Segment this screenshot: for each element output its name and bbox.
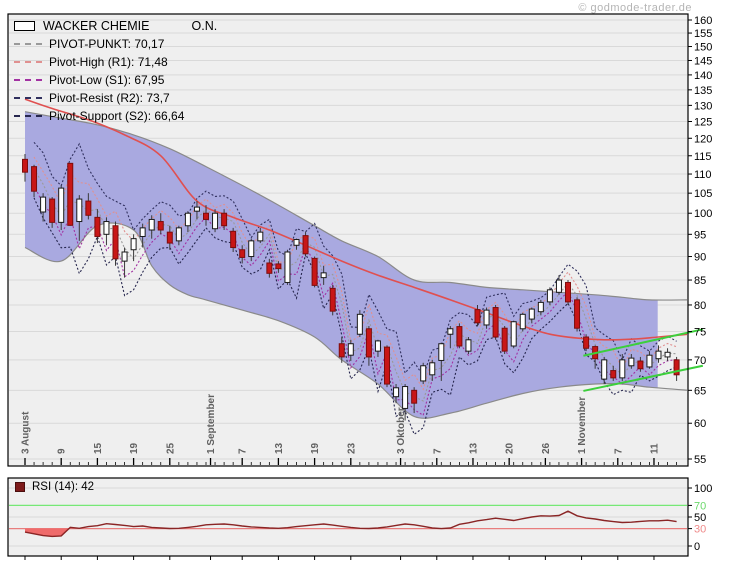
pivot-punkt-line [33, 168, 677, 402]
svg-text:9: 9 [57, 448, 68, 454]
svg-text:65: 65 [694, 385, 706, 397]
svg-text:100: 100 [694, 483, 712, 495]
svg-text:155: 155 [694, 28, 712, 40]
legend-item-pivot-low: Pivot-Low (S1): 67,95 [14, 71, 217, 89]
svg-text:80: 80 [694, 300, 706, 312]
candlestick-icon [14, 21, 35, 31]
svg-text:90: 90 [694, 252, 706, 264]
svg-text:110: 110 [694, 169, 712, 181]
svg-text:120: 120 [694, 133, 712, 145]
svg-text:1 September: 1 September [206, 394, 217, 454]
main-legend: WACKER CHEMIE O.N. PIVOT-PUNKT: 70,17 Pi… [14, 17, 217, 125]
svg-text:50: 50 [694, 512, 706, 524]
svg-text:70: 70 [694, 355, 706, 367]
svg-text:60: 60 [694, 418, 706, 430]
pivot-resist-line [33, 141, 677, 378]
price-axis: 55 60 65 70 75 80 85 90 95 100 105 110 115 120 125 130 1… [688, 15, 712, 466]
pivot-high-line-icon [14, 61, 42, 63]
svg-text:7: 7 [238, 448, 249, 454]
svg-text:11: 11 [649, 443, 660, 454]
envelope-band-fill [25, 111, 658, 419]
legend-title-row: WACKER CHEMIE O.N. [14, 17, 217, 35]
rsi-gridlines [9, 487, 687, 547]
svg-text:3 August: 3 August [21, 411, 32, 454]
rsi-legend: RSI (14): 42 [15, 481, 94, 493]
rsi-label: RSI (14): 42 [32, 481, 94, 493]
svg-text:75: 75 [694, 326, 706, 338]
svg-text:115: 115 [694, 151, 712, 163]
main-panel-border [7, 13, 689, 467]
instrument-suffix: O.N. [191, 19, 218, 33]
envelope-band-lower-edge [24, 222, 687, 419]
rsi-series-icon [15, 482, 25, 492]
svg-text:125: 125 [694, 116, 712, 128]
pivot-punkt-line-icon [14, 43, 42, 45]
pivot-lines [33, 141, 677, 436]
moving-average-line [24, 98, 687, 341]
rsi-oversold-fill [25, 528, 69, 537]
watermark: © godmode-trader.de [578, 2, 692, 14]
svg-text:20: 20 [505, 442, 516, 454]
svg-text:160: 160 [694, 15, 712, 27]
svg-text:13: 13 [274, 442, 285, 454]
legend-item-pivot-support: Pivot-Support (S2): 66,64 [14, 107, 217, 125]
svg-text:19: 19 [310, 442, 321, 454]
svg-text:85: 85 [694, 275, 706, 287]
pivot-low-line-icon [14, 79, 42, 81]
svg-text:7: 7 [613, 448, 624, 454]
candlestick-series [22, 153, 680, 421]
legend-item-pivot-resist: Pivot-Resist (R2): 73,7 [14, 89, 217, 107]
svg-text:0: 0 [694, 541, 700, 553]
legend-item-pivot-punkt: PIVOT-PUNKT: 70,17 [14, 35, 217, 53]
pivot-high-line [33, 156, 677, 391]
svg-text:95: 95 [694, 229, 706, 241]
svg-text:140: 140 [694, 70, 712, 82]
svg-text:55: 55 [694, 454, 706, 466]
pivot-support-line-icon [14, 115, 42, 117]
instrument-name: WACKER CHEMIE [43, 19, 150, 33]
envelope-band-upper-edge [24, 111, 687, 301]
svg-text:7: 7 [432, 448, 443, 454]
rsi-line [24, 510, 677, 538]
svg-text:30: 30 [694, 524, 706, 536]
svg-text:70: 70 [694, 500, 706, 512]
green-trend-lower [583, 364, 704, 392]
svg-text:145: 145 [694, 55, 712, 67]
legend-item-pivot-high: Pivot-High (R1): 71,48 [14, 53, 217, 71]
green-trend-upper [583, 328, 704, 357]
svg-text:13: 13 [468, 442, 479, 454]
pivot-low-line [33, 184, 677, 417]
svg-text:130: 130 [694, 100, 712, 112]
svg-text:1 November: 1 November [577, 397, 588, 454]
svg-text:100: 100 [694, 208, 712, 220]
date-axis: 3 August 9 15 19 25 1 September 7 13 19 23 3 Oktob… [21, 394, 677, 560]
pivot-support-line [33, 197, 677, 436]
svg-text:105: 105 [694, 188, 712, 200]
svg-text:23: 23 [346, 442, 357, 454]
svg-text:135: 135 [694, 85, 712, 97]
svg-text:26: 26 [541, 442, 552, 454]
svg-text:25: 25 [165, 442, 176, 454]
svg-text:15: 15 [93, 442, 104, 454]
svg-text:3 Oktober: 3 Oktober [396, 407, 407, 454]
pivot-resist-line-icon [14, 97, 42, 99]
svg-text:19: 19 [129, 442, 140, 454]
svg-text:150: 150 [694, 42, 712, 54]
